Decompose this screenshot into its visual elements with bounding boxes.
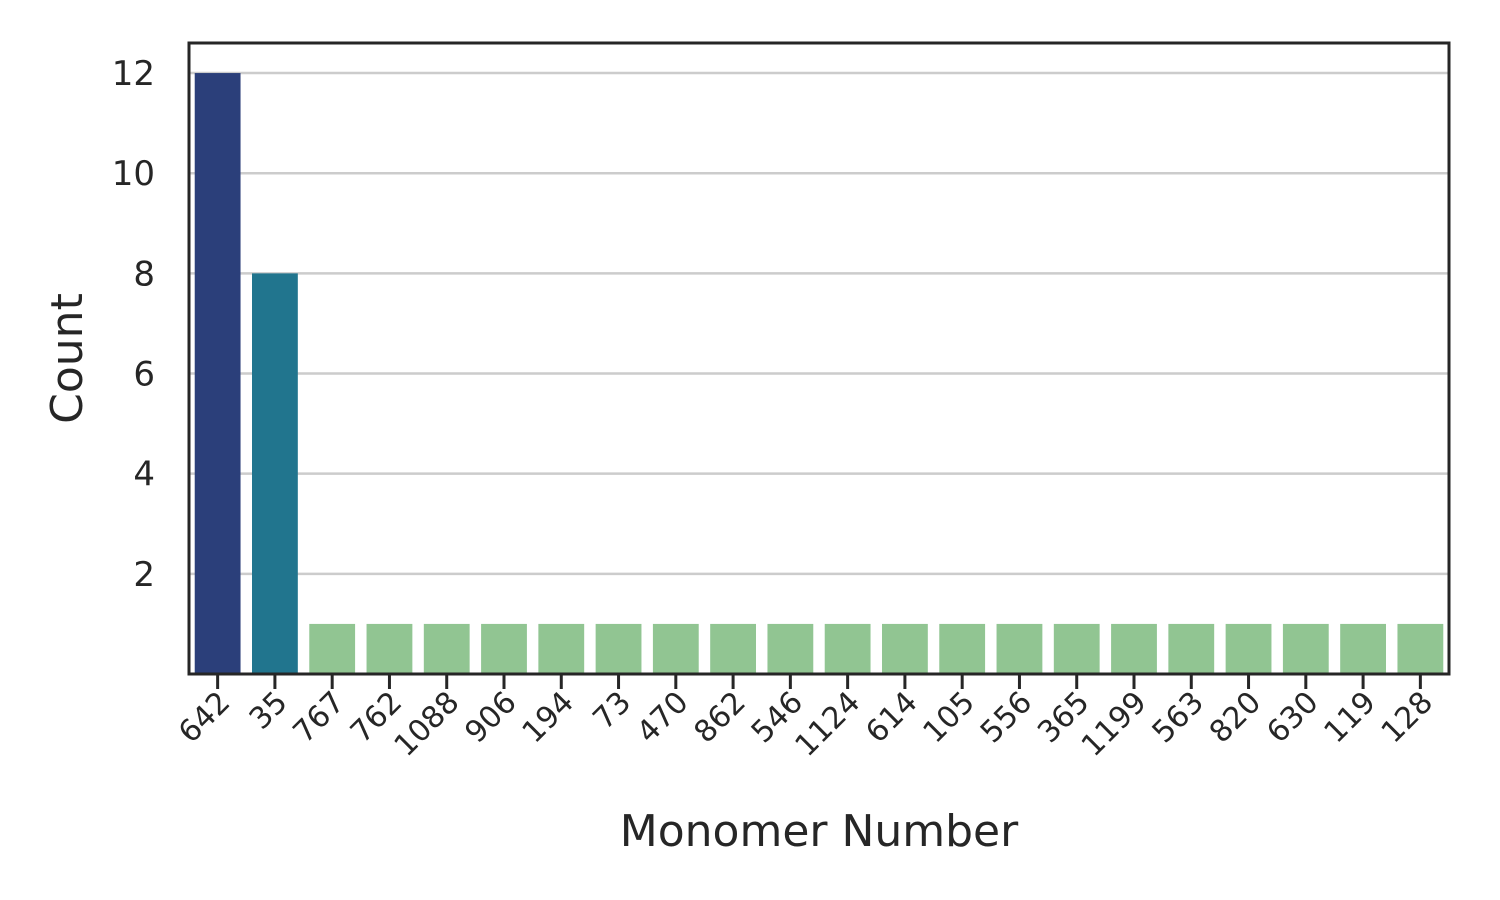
x-axis-title: Monomer Number [620, 806, 1019, 857]
y-tick-label: 2 [133, 555, 155, 595]
x-tick-label: 119 [1318, 685, 1383, 750]
x-tick-label: 767 [287, 685, 352, 750]
bar [882, 623, 928, 674]
x-tick-label: 194 [516, 685, 581, 750]
bar [1340, 623, 1386, 674]
bar [366, 623, 413, 674]
x-tick-label: 906 [458, 685, 523, 750]
bar [1168, 623, 1215, 674]
x-tick-label: 1088 [388, 685, 467, 764]
x-tick-label: 820 [1203, 685, 1268, 750]
bar [1282, 623, 1329, 674]
x-tick-label: 470 [630, 685, 695, 750]
bar [1397, 623, 1444, 674]
bar [1225, 623, 1272, 674]
y-tick-label: 6 [133, 355, 155, 395]
bar [767, 623, 814, 674]
x-tick-label: 614 [859, 685, 924, 750]
bar [595, 623, 642, 674]
y-tick-label: 10 [112, 154, 155, 194]
x-tick-label: 73 [586, 685, 638, 737]
x-tick-label: 1124 [789, 685, 868, 764]
x-tick-label: 105 [917, 685, 982, 750]
x-tick-label: 862 [688, 685, 753, 750]
bar [538, 623, 585, 674]
bar [481, 623, 527, 674]
grid-lines [189, 71, 1449, 576]
bar [710, 623, 756, 674]
bar [1053, 623, 1100, 674]
bar [824, 623, 871, 674]
x-tick-label: 563 [1146, 685, 1211, 750]
y-tick-label: 8 [133, 254, 155, 294]
bar [996, 623, 1043, 674]
bar [652, 623, 699, 674]
bar [423, 623, 470, 674]
y-axis-title: Count [42, 293, 93, 424]
x-tick-label: 128 [1375, 685, 1440, 750]
bar [309, 623, 356, 674]
y-axis-ticks: 2 4 6 8 10 12 [112, 54, 155, 595]
bar [194, 73, 241, 675]
y-tick-label: 12 [112, 54, 155, 94]
x-tick-label: 630 [1260, 685, 1325, 750]
x-tick-label: 35 [243, 685, 295, 737]
bar [252, 273, 298, 674]
x-tick-label: 556 [974, 685, 1039, 750]
plot-frame [187, 41, 1451, 676]
bars [194, 73, 1444, 675]
x-tick-label: 1199 [1075, 685, 1154, 764]
bar [1111, 623, 1157, 674]
y-tick-label: 4 [133, 455, 155, 495]
bar [939, 623, 986, 674]
x-tick-label: 642 [172, 685, 237, 750]
